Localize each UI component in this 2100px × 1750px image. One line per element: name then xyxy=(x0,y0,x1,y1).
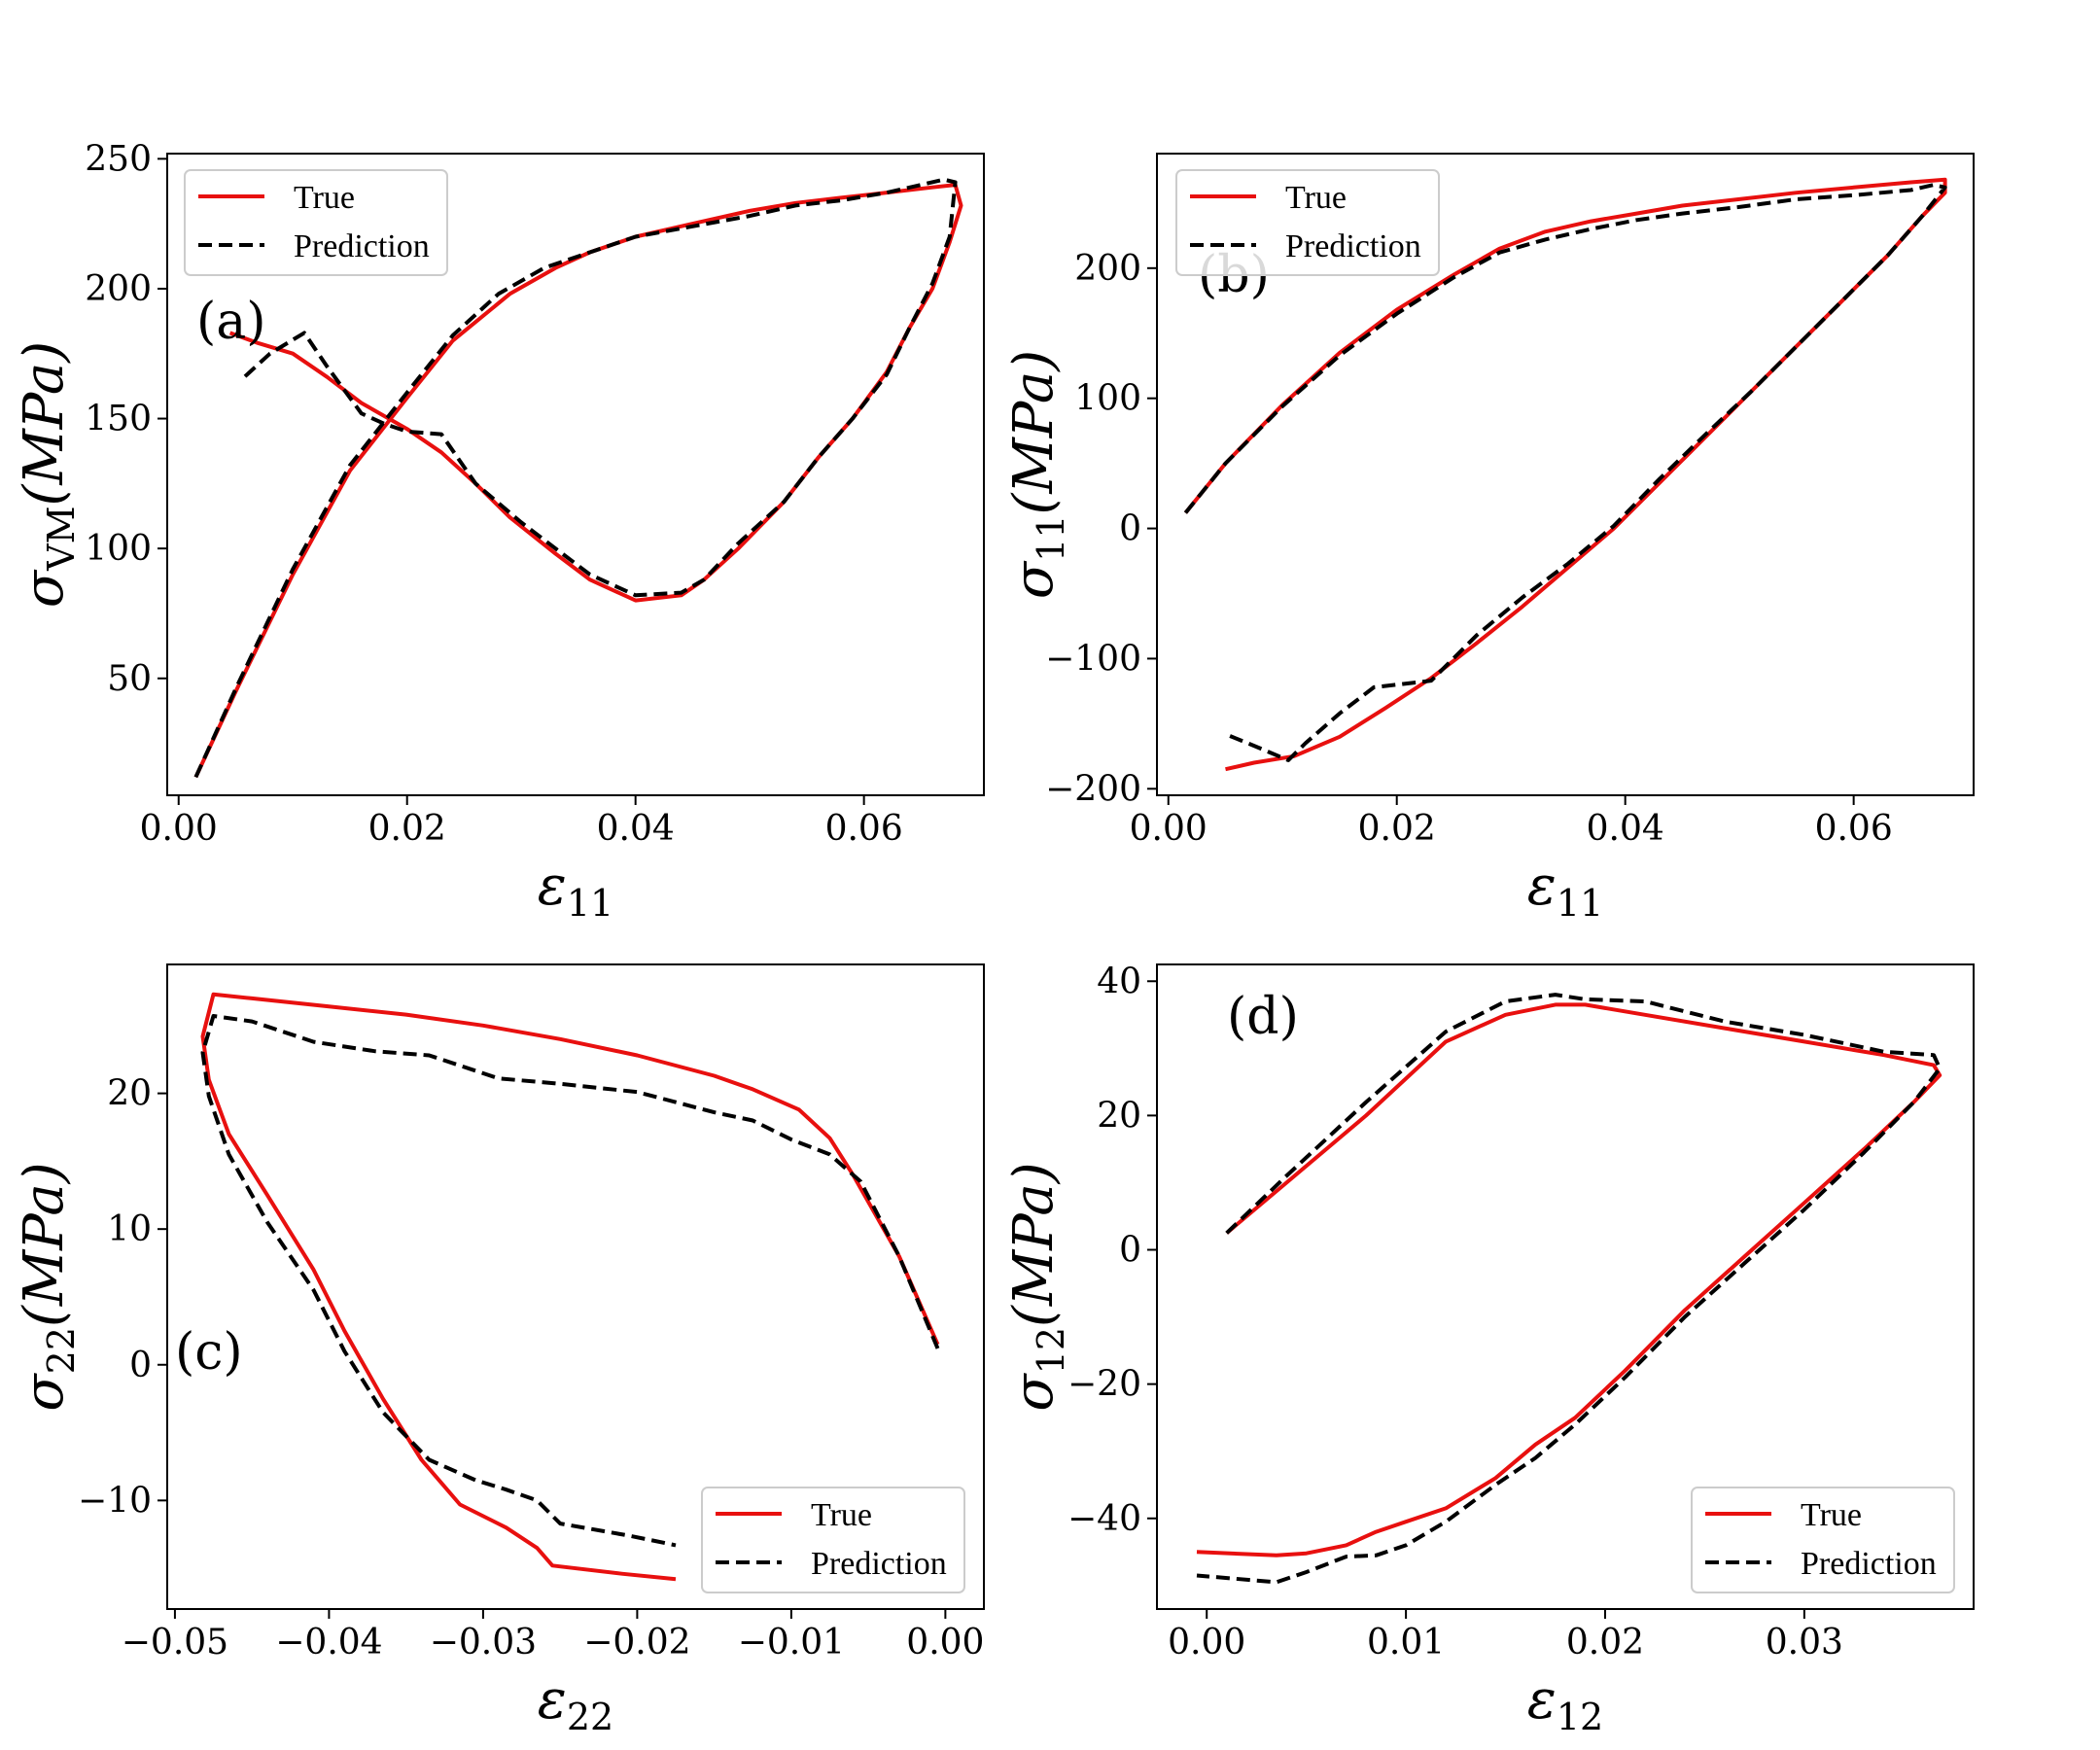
series-line-prediction xyxy=(200,1014,940,1548)
legend-label-true: True xyxy=(811,1497,872,1533)
y-axis-label: σ11(MPa) xyxy=(1002,350,1072,599)
y-tick-label: 200 xyxy=(85,269,152,309)
plot-frame xyxy=(166,153,985,796)
y-tick-label: 100 xyxy=(1074,379,1141,419)
x-axis-label: ε12 xyxy=(1527,1668,1603,1738)
chart-panel-2: 0.00 0.02 0.04 0.06 −200 −100 0 100 200 ε11 σ11(MP… xyxy=(1002,153,1975,925)
x-tick-label: 0.04 xyxy=(597,809,675,849)
y-axis-label: σ22(MPa) xyxy=(13,1162,83,1411)
chart-panel-4: 0.00 0.01 0.02 0.03 −40 −20 0 20 40 ε12 σ12(MPa) (d… xyxy=(1002,962,1975,1738)
y-tick-label: 100 xyxy=(85,529,152,569)
chart-panel-1: 0.00 0.02 0.04 0.06 50 100 150 200 250 ε11 σVM(MPa… xyxy=(13,139,985,925)
chart-panel-3: −0.05 −0.04 −0.03 −0.02 −0.01 0.00 −10 0 10 20 ε22… xyxy=(13,963,985,1738)
x-tick-label: 0.06 xyxy=(825,809,903,849)
x-tick-label: −0.01 xyxy=(738,1623,845,1662)
series-line-true xyxy=(200,992,940,1582)
y-tick-label: −10 xyxy=(78,1481,152,1521)
y-tick-label: 0 xyxy=(1119,1231,1141,1271)
y-tick-label: 200 xyxy=(1074,249,1141,289)
y-tick-label: −100 xyxy=(1045,639,1141,679)
legend-label-true: True xyxy=(1285,180,1347,216)
x-tick-label: 0.06 xyxy=(1815,809,1893,849)
x-axis-label: ε11 xyxy=(538,855,613,925)
series-line-prediction xyxy=(1196,993,1942,1585)
x-tick-label: 0.02 xyxy=(1566,1623,1644,1662)
legend-label-prediction: Prediction xyxy=(811,1546,947,1582)
plot-frame xyxy=(1156,963,1975,1610)
x-tick-label: 0.00 xyxy=(140,809,218,849)
x-tick-label: 0.00 xyxy=(906,1623,984,1662)
y-tick-label: −200 xyxy=(1045,769,1141,809)
series-line-true xyxy=(193,183,963,779)
y-tick-label: 40 xyxy=(1097,962,1141,1001)
legend: True Prediction xyxy=(701,1487,965,1593)
series-line-true xyxy=(1196,1002,1942,1558)
y-tick-label: 0 xyxy=(129,1346,152,1385)
y-axis-label: σ12(MPa) xyxy=(1002,1162,1072,1411)
x-tick-label: −0.02 xyxy=(583,1623,690,1662)
legend-label-prediction: Prediction xyxy=(1285,228,1421,264)
legend-label-true: True xyxy=(1801,1497,1862,1533)
x-tick-label: 0.04 xyxy=(1587,809,1664,849)
legend: True Prediction xyxy=(1691,1487,1955,1593)
x-tick-label: 0.00 xyxy=(1130,809,1208,849)
x-tick-label: 0.02 xyxy=(1358,809,1436,849)
x-tick-label: 0.02 xyxy=(368,809,446,849)
plot-frame xyxy=(1156,153,1975,796)
plot-frame xyxy=(166,963,985,1610)
x-tick-label: −0.05 xyxy=(122,1623,228,1662)
y-tick-label: 0 xyxy=(1119,509,1141,549)
panel-label: (c) xyxy=(175,1323,243,1382)
legend-label-prediction: Prediction xyxy=(1801,1546,1937,1582)
y-tick-label: 10 xyxy=(107,1209,152,1249)
legend-label-prediction: Prediction xyxy=(294,228,430,264)
series-line-prediction xyxy=(1183,183,1947,762)
panel-label: (a) xyxy=(196,293,266,351)
legend: True Prediction xyxy=(1175,169,1440,276)
x-axis-label: ε11 xyxy=(1527,855,1603,925)
y-tick-label: 150 xyxy=(85,400,152,439)
y-tick-label: 20 xyxy=(107,1074,152,1114)
y-tick-label: −20 xyxy=(1068,1365,1141,1405)
y-axis-label: σVM(MPa) xyxy=(13,341,83,608)
x-axis-label: ε22 xyxy=(538,1668,613,1738)
legend-label-true: True xyxy=(294,180,355,216)
y-tick-label: −40 xyxy=(1068,1499,1141,1539)
x-tick-label: 0.01 xyxy=(1367,1623,1445,1662)
x-tick-label: 0.00 xyxy=(1168,1623,1245,1662)
legend: True Prediction xyxy=(184,169,448,276)
y-tick-label: 50 xyxy=(107,659,152,699)
y-tick-label: 20 xyxy=(1097,1096,1141,1136)
x-tick-label: 0.03 xyxy=(1766,1623,1843,1662)
x-tick-label: −0.04 xyxy=(275,1623,382,1662)
panel-label: (d) xyxy=(1227,988,1299,1046)
x-tick-label: −0.03 xyxy=(430,1623,537,1662)
y-tick-label: 250 xyxy=(85,139,152,179)
